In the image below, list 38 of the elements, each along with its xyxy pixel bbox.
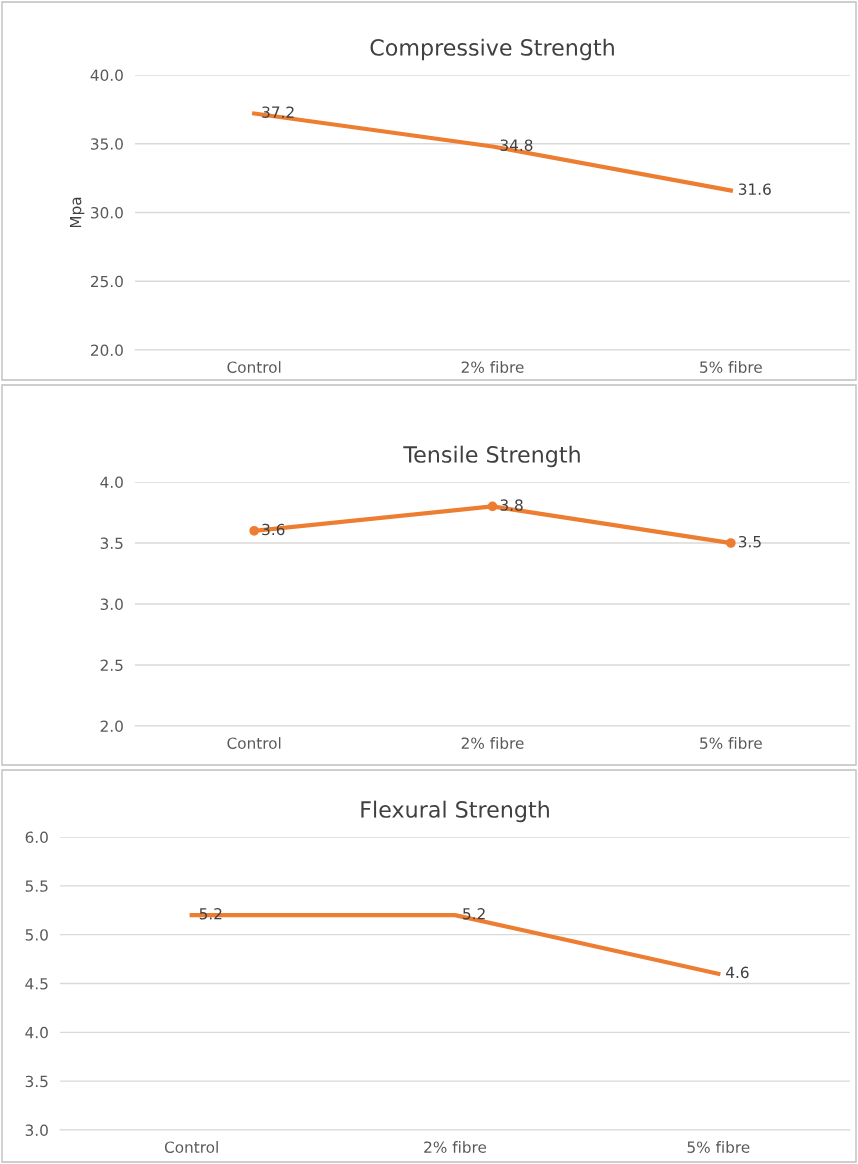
x-tick-label: Control [164, 1141, 218, 1153]
data-label: 34.8 [500, 139, 533, 151]
data-label: 4.6 [726, 966, 749, 979]
x-tick-label: 2% fibre [461, 361, 524, 373]
y-tick-label: 5.5 [25, 880, 48, 892]
x-tick-label: Control [227, 737, 281, 749]
y-tick-label: 2.5 [100, 659, 123, 672]
y-tick-label: 4.0 [25, 1026, 48, 1039]
y-tick-label: 30.0 [91, 206, 123, 219]
chart-title: Flexural Strength [361, 800, 549, 823]
y-tick-label: 4.5 [25, 978, 48, 990]
x-tick-label: 2% fibre [461, 737, 524, 749]
point [487, 501, 498, 512]
x-tick-label: 5% fibre [700, 361, 762, 373]
chart-title: Tensile Strength [403, 445, 580, 468]
y-tick-label: 6.0 [25, 831, 48, 844]
y-tick-label: 3.5 [100, 537, 123, 550]
y-tick-label: 2.0 [100, 720, 123, 733]
y-tick-label: 5.0 [25, 929, 48, 941]
y-tick-label: 3.5 [25, 1075, 48, 1088]
data-label: 5.2 [463, 908, 485, 920]
y-tick-label: 35.0 [91, 138, 123, 150]
y-tick-label: 3.0 [25, 1124, 48, 1137]
point [725, 538, 736, 548]
y-tick-label: 3.0 [100, 598, 123, 611]
data-label: 31.6 [738, 183, 771, 195]
x-tick-label: 5% fibre [700, 737, 762, 749]
y-tick-label: 4.0 [100, 476, 123, 489]
y-tick-label: 25.0 [90, 275, 123, 288]
x-tick-label: Control [227, 361, 281, 373]
chart-title: Compressive Strength [370, 38, 614, 61]
y-tick-label: 20.0 [90, 344, 123, 357]
x-tick-label: 5% fibre [687, 1141, 750, 1153]
x-tick-label: 2% fibre [424, 1141, 487, 1153]
point [249, 525, 260, 536]
data-label: 3.5 [738, 535, 761, 548]
y-tick-label: 40.0 [90, 69, 123, 82]
y-axis-title: Mpa [70, 197, 85, 228]
